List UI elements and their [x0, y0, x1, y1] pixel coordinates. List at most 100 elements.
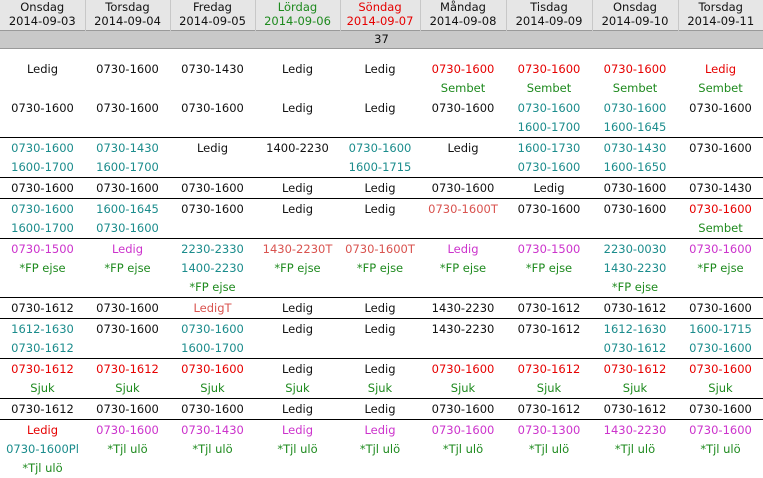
schedule-cell[interactable]: 0730-1600 [420, 399, 506, 420]
schedule-cell[interactable]: Ledig [340, 178, 420, 199]
schedule-cell[interactable]: Ledig*Tjl ulö [340, 420, 420, 478]
schedule-cell[interactable]: Ledig [506, 178, 592, 199]
schedule-cell[interactable]: Ledig [340, 199, 420, 239]
schedule-cell[interactable]: Ledig [0, 49, 85, 99]
schedule-cell[interactable]: Ledig [255, 98, 340, 138]
schedule-cell[interactable]: Ledig [255, 178, 340, 199]
schedule-cell[interactable]: 0730-1612 [506, 399, 592, 420]
schedule-cell[interactable]: Ledig [340, 319, 420, 359]
schedule-cell[interactable]: Ledig [255, 49, 340, 99]
schedule-cell[interactable]: Ledig*FP ejse [85, 239, 170, 298]
schedule-cell[interactable]: 0730-1500*FP ejse [506, 239, 592, 298]
schedule-cell[interactable]: 0730-1430*Tjl ulö [170, 420, 255, 478]
schedule-cell[interactable]: 0730-1612 [0, 399, 85, 420]
schedule-cell[interactable]: 0730-1612 [506, 319, 592, 359]
schedule-cell[interactable]: 0730-1600T [420, 199, 506, 239]
schedule-cell[interactable]: Ledig [255, 399, 340, 420]
schedule-cell[interactable]: Ledig [340, 49, 420, 99]
schedule-cell[interactable]: 0730-1600 [592, 178, 678, 199]
schedule-cell[interactable]: Ledig*FP ejse [420, 239, 506, 298]
schedule-cell[interactable]: 0730-1600 [678, 98, 763, 138]
schedule-cell[interactable]: 0730-1500*FP ejse [0, 239, 85, 298]
shift-entry: Sjuk [170, 379, 255, 398]
schedule-cell[interactable]: 0730-1600*Tjl ulö [420, 420, 506, 478]
schedule-cell[interactable]: 1430-2230*Tjl ulö [592, 420, 678, 478]
schedule-cell[interactable]: 0730-1600 [678, 138, 763, 178]
schedule-cell[interactable]: 0730-1600 [678, 399, 763, 420]
schedule-cell[interactable]: 1430-2230T*FP ejse [255, 239, 340, 298]
schedule-cell[interactable]: 0730-1430 [170, 49, 255, 99]
schedule-cell[interactable]: 0730-1600 [592, 199, 678, 239]
schedule-cell[interactable]: 0730-1600 [0, 178, 85, 199]
schedule-cell[interactable]: 0730-1600 [678, 298, 763, 319]
schedule-cell[interactable]: 0730-1600 [85, 319, 170, 359]
schedule-cell[interactable]: 0730-1600 [170, 399, 255, 420]
schedule-cell[interactable]: 0730-1600*Tjl ulö [678, 420, 763, 478]
schedule-cell[interactable]: 1430-2230 [420, 298, 506, 319]
schedule-cell[interactable]: 0730-1600*Tjl ulö [85, 420, 170, 478]
schedule-cell[interactable]: 0730-1600 [85, 49, 170, 99]
schedule-cell[interactable]: Ledig [255, 298, 340, 319]
schedule-cell[interactable]: 0730-1600 [170, 199, 255, 239]
schedule-cell[interactable]: 0730-1600 [85, 98, 170, 138]
schedule-cell[interactable]: 1400-2230 [255, 138, 340, 178]
schedule-cell[interactable]: 0730-1600 [420, 98, 506, 138]
schedule-cell[interactable]: 0730-1600T*FP ejse [340, 239, 420, 298]
schedule-cell[interactable]: 0730-1600 [420, 178, 506, 199]
schedule-cell[interactable]: Ledig [255, 319, 340, 359]
schedule-cell[interactable]: Ledig*Tjl ulö [255, 420, 340, 478]
schedule-cell[interactable]: Ledig [420, 138, 506, 178]
schedule-cell[interactable]: 0730-1300*Tjl ulö [506, 420, 592, 478]
schedule-cell[interactable]: 1430-2230 [420, 319, 506, 359]
schedule-cell[interactable]: 0730-1612 [506, 298, 592, 319]
schedule-cell[interactable]: 0730-1612 [0, 298, 85, 319]
schedule-cell[interactable]: Ledig [340, 298, 420, 319]
schedule-cell[interactable]: 0730-1600 [170, 178, 255, 199]
schedule-cell[interactable]: 0730-1600 [170, 98, 255, 138]
schedule-cell[interactable]: Ledig [340, 399, 420, 420]
schedule-cell[interactable]: 0730-1600 [85, 399, 170, 420]
schedule-cell[interactable]: 0730-1600 [506, 199, 592, 239]
schedule-cell[interactable]: Ledig [340, 98, 420, 138]
schedule-cell[interactable]: LedigT [170, 298, 255, 319]
schedule-cell[interactable]: Ledig [255, 199, 340, 239]
schedule-cell[interactable]: 0730-1600 [85, 298, 170, 319]
schedule-cell[interactable]: 0730-1600 [85, 178, 170, 199]
schedule-cell[interactable]: 0730-1600*FP ejse [678, 239, 763, 298]
schedule-cell[interactable]: 0730-1612 [592, 399, 678, 420]
schedule-cell[interactable]: Ledig [170, 138, 255, 178]
schedule-cell[interactable]: 0730-1430 [678, 178, 763, 199]
schedule-cell[interactable]: 0730-1612 [592, 298, 678, 319]
schedule-cell[interactable]: 0730-1600 [0, 98, 85, 138]
